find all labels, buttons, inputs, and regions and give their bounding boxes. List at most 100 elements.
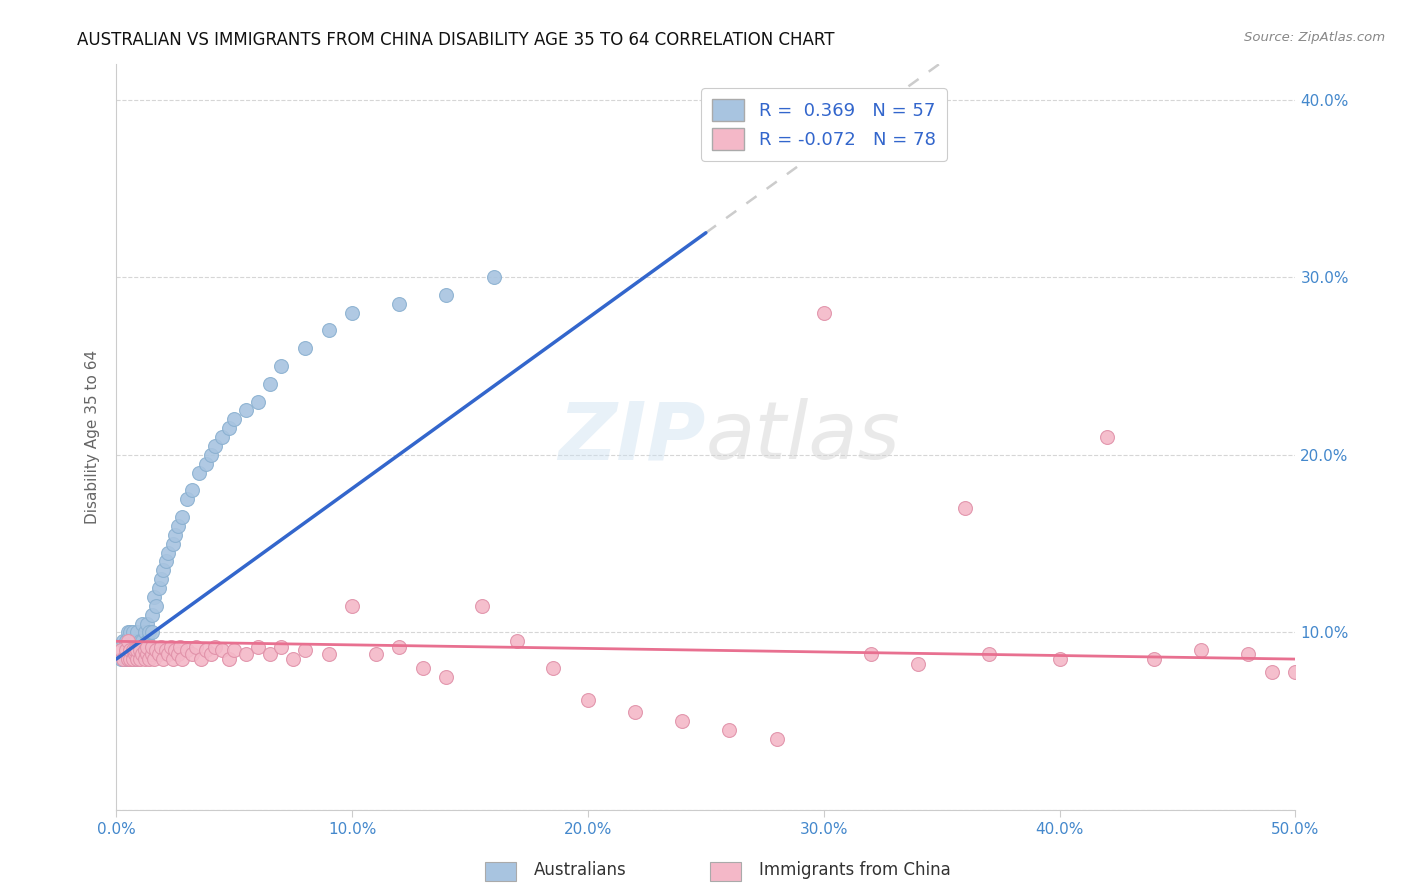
- Point: [186, 640, 208, 654]
- Point: [1049, 652, 1071, 666]
- Point: [187, 466, 209, 480]
- Point: [281, 652, 304, 666]
- Text: Australians: Australians: [534, 861, 627, 879]
- Point: [128, 652, 150, 666]
- Point: [136, 616, 159, 631]
- Point: [117, 652, 139, 666]
- Point: [1237, 647, 1260, 661]
- Point: [127, 625, 149, 640]
- Point: [117, 634, 139, 648]
- Point: [224, 412, 246, 426]
- Point: [145, 643, 167, 657]
- Point: [120, 625, 142, 640]
- Point: [190, 652, 212, 666]
- Point: [114, 652, 136, 666]
- Point: [165, 527, 187, 541]
- Point: [136, 647, 159, 661]
- Point: [124, 652, 146, 666]
- Point: [127, 643, 149, 657]
- Point: [143, 590, 166, 604]
- Point: [671, 714, 693, 729]
- Point: [134, 652, 156, 666]
- Text: atlas: atlas: [706, 398, 901, 476]
- Point: [541, 661, 564, 675]
- Point: [155, 643, 177, 657]
- Point: [117, 652, 139, 666]
- Point: [1095, 430, 1118, 444]
- Point: [138, 625, 160, 640]
- Point: [150, 640, 173, 654]
- Point: [143, 652, 166, 666]
- Point: [134, 643, 156, 657]
- Point: [120, 652, 142, 666]
- Point: [294, 643, 316, 657]
- Text: AUSTRALIAN VS IMMIGRANTS FROM CHINA DISABILITY AGE 35 TO 64 CORRELATION CHART: AUSTRALIAN VS IMMIGRANTS FROM CHINA DISA…: [77, 31, 835, 49]
- Point: [136, 640, 159, 654]
- Point: [204, 439, 226, 453]
- Point: [120, 643, 142, 657]
- Point: [136, 634, 159, 648]
- Point: [166, 647, 188, 661]
- Point: [141, 640, 163, 654]
- Point: [159, 640, 181, 654]
- Point: [117, 625, 139, 640]
- Point: [165, 643, 187, 657]
- Point: [148, 581, 170, 595]
- Point: [235, 403, 257, 417]
- Point: [259, 376, 281, 391]
- Point: [294, 341, 316, 355]
- Point: [157, 545, 180, 559]
- Point: [318, 647, 340, 661]
- Point: [624, 706, 647, 720]
- Point: [246, 640, 269, 654]
- Point: [121, 643, 143, 657]
- Point: [128, 634, 150, 648]
- Point: [270, 640, 292, 654]
- Point: [131, 634, 153, 648]
- Point: [436, 670, 458, 684]
- Point: [270, 359, 292, 373]
- Point: [235, 647, 257, 661]
- Point: [506, 634, 529, 648]
- Point: [112, 634, 135, 648]
- Point: [141, 647, 163, 661]
- Point: [120, 652, 142, 666]
- Point: [128, 643, 150, 657]
- Point: [112, 652, 135, 666]
- Point: [155, 554, 177, 568]
- Point: [176, 643, 198, 657]
- Point: [152, 652, 174, 666]
- Point: [340, 599, 363, 613]
- Point: [471, 599, 494, 613]
- Point: [1143, 652, 1166, 666]
- Point: [224, 643, 246, 657]
- Point: [172, 510, 194, 524]
- Point: [138, 652, 160, 666]
- Point: [955, 501, 977, 516]
- Point: [246, 394, 269, 409]
- Point: [718, 128, 741, 142]
- Point: [121, 643, 143, 657]
- Point: [859, 647, 882, 661]
- Point: [194, 457, 217, 471]
- Point: [194, 643, 217, 657]
- Point: [110, 643, 132, 657]
- Point: [218, 652, 240, 666]
- Point: [1189, 643, 1212, 657]
- Point: [124, 643, 146, 657]
- Point: [145, 599, 167, 613]
- Point: [141, 625, 163, 640]
- Point: [1261, 665, 1284, 679]
- Point: [388, 640, 411, 654]
- Y-axis label: Disability Age 35 to 64: Disability Age 35 to 64: [86, 350, 100, 524]
- Text: Immigrants from China: Immigrants from China: [759, 861, 950, 879]
- Point: [218, 421, 240, 435]
- Point: [148, 647, 170, 661]
- Point: [907, 657, 929, 672]
- Point: [718, 723, 741, 738]
- Point: [152, 563, 174, 577]
- Point: [813, 306, 835, 320]
- Point: [204, 640, 226, 654]
- Point: [176, 492, 198, 507]
- Point: [169, 640, 191, 654]
